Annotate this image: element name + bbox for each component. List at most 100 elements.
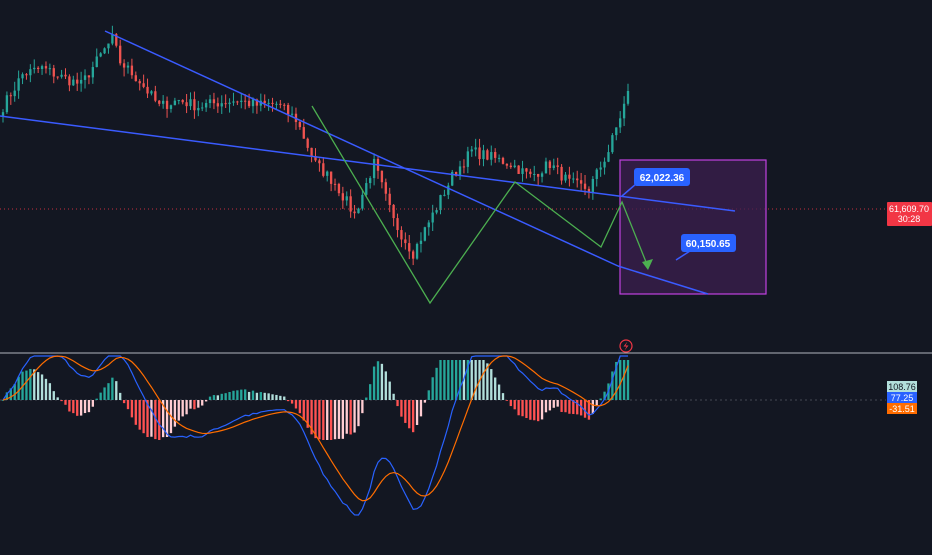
histogram-bar: [540, 400, 544, 420]
candle-body: [583, 183, 587, 189]
histogram-bar: [146, 400, 149, 438]
histogram-bar: [509, 400, 512, 407]
histogram-bar: [603, 391, 606, 400]
candle-body: [439, 195, 442, 211]
candle-body: [411, 251, 415, 259]
histogram-bar: [501, 393, 505, 400]
histogram-bar: [107, 383, 110, 400]
macd-line: [2, 355, 628, 516]
current-price-tag[interactable]: [887, 202, 932, 226]
candle-body: [5, 95, 9, 113]
histogram-bar: [279, 395, 282, 400]
candle-body: [490, 152, 493, 160]
macd-value-tag[interactable]: [887, 392, 917, 403]
candle-body: [275, 103, 278, 105]
lower-trendline[interactable]: [0, 115, 736, 212]
candle-body: [619, 118, 622, 128]
candle-body: [423, 227, 427, 241]
histogram-bar: [150, 400, 153, 437]
histogram-bar: [99, 392, 102, 400]
lightning-icon[interactable]: [619, 339, 633, 353]
histogram-bar: [470, 360, 473, 400]
histogram-bar: [1, 400, 5, 401]
histogram-bar: [365, 397, 368, 400]
histogram-bar: [9, 388, 12, 400]
histogram-bar: [591, 400, 595, 414]
candle-body: [142, 83, 145, 87]
candle-body: [353, 211, 356, 214]
histogram-bar: [138, 400, 141, 430]
histogram-bar: [283, 396, 286, 400]
candle-body: [556, 165, 559, 167]
candle-body: [220, 103, 223, 107]
candle-body: [451, 171, 454, 186]
pattern-path[interactable]: [311, 105, 649, 305]
candle-body: [185, 102, 188, 107]
candle-body: [482, 150, 485, 160]
candle-body: [107, 43, 110, 49]
candle-body: [169, 105, 173, 109]
histogram-bar: [544, 400, 548, 413]
histogram-bar: [251, 390, 255, 400]
candle-body: [68, 76, 71, 86]
histogram-bar: [380, 363, 384, 400]
candle-body: [60, 74, 63, 77]
candle-body: [568, 174, 571, 179]
candle-body: [138, 81, 141, 84]
candle-body: [267, 102, 270, 104]
candle-body: [310, 147, 313, 157]
candle-body: [361, 194, 364, 209]
histogram-bar: [310, 400, 313, 435]
candle-body: [232, 101, 235, 103]
histogram-bar: [76, 400, 79, 416]
candle-body: [521, 168, 524, 174]
candle-body: [130, 65, 134, 76]
histogram-bar: [60, 400, 63, 402]
histogram-bar: [482, 360, 485, 400]
candle-body: [150, 91, 153, 94]
upper-trendline-extension[interactable]: [617, 265, 709, 295]
candle-body: [314, 156, 317, 161]
candle-body: [44, 66, 48, 69]
histogram-bar: [173, 400, 177, 427]
candle-body: [435, 210, 438, 213]
histogram-bar: [44, 378, 48, 400]
candle-body: [158, 100, 161, 104]
candle-body: [474, 147, 477, 150]
candle-body: [392, 204, 395, 219]
upper-target-label[interactable]: [634, 168, 690, 186]
candle-body: [83, 75, 87, 80]
candle-body: [146, 86, 149, 94]
histogram-bar: [423, 400, 427, 403]
histogram-bar: [349, 400, 352, 435]
candle-body: [572, 178, 575, 180]
candle-body: [615, 127, 618, 136]
hist-value-tag[interactable]: [887, 381, 917, 392]
histogram-bar: [111, 377, 114, 400]
lower-target-label[interactable]: [681, 234, 736, 252]
candle-body: [36, 67, 40, 70]
candle-body: [251, 99, 255, 107]
histogram-bar: [240, 389, 243, 400]
histogram-bar: [400, 400, 403, 417]
candle-body: [173, 100, 177, 106]
histogram-bar: [579, 400, 583, 416]
candle-body: [564, 174, 567, 181]
candle-body: [64, 74, 67, 77]
histogram-bar: [216, 395, 220, 400]
signal-value-tag[interactable]: [887, 403, 917, 414]
candle-body: [544, 161, 548, 174]
histogram-bar: [33, 369, 36, 400]
histogram-bar: [490, 369, 493, 400]
histogram-bar: [466, 360, 470, 400]
upper-trendline[interactable]: [104, 30, 619, 267]
histogram-bar: [376, 361, 380, 400]
candle-body: [494, 152, 497, 158]
candle-body: [29, 69, 32, 76]
candle-body: [21, 74, 24, 79]
histogram-bar: [72, 400, 75, 414]
candle-body: [408, 243, 411, 252]
histogram-bar: [79, 400, 83, 416]
histogram-bar: [384, 371, 387, 400]
